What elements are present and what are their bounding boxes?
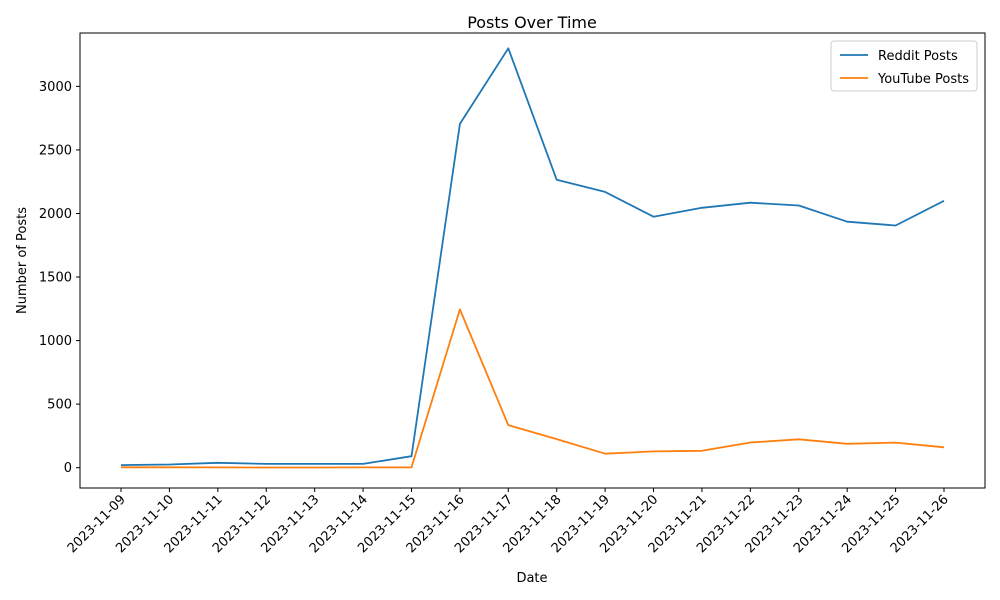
x-axis-label: Date [516, 571, 547, 586]
chart-title: Posts Over Time [467, 13, 597, 32]
plot-frame [79, 32, 986, 489]
series-line-reddit-posts [120, 47, 945, 466]
legend-label-reddit-posts: Reddit Posts [878, 49, 958, 64]
y-tick-label: 1500 [39, 271, 72, 286]
y-tick-label: 0 [64, 461, 72, 476]
y-axis: 0 500 1000 1500 2000 2500 3000 [39, 80, 80, 476]
series-line-youtube-posts [121, 308, 945, 469]
y-tick-label: 3000 [39, 80, 72, 95]
y-tick-label: 500 [47, 398, 72, 413]
y-tick-label: 2500 [39, 143, 72, 158]
series-group [120, 47, 945, 469]
y-axis-label: Number of Posts [15, 207, 30, 314]
legend: Reddit Posts YouTube Posts [830, 40, 978, 92]
y-tick-label: 1000 [39, 334, 72, 349]
y-tick-label: 2000 [39, 207, 72, 222]
legend-label-youtube-posts: YouTube Posts [877, 72, 969, 87]
